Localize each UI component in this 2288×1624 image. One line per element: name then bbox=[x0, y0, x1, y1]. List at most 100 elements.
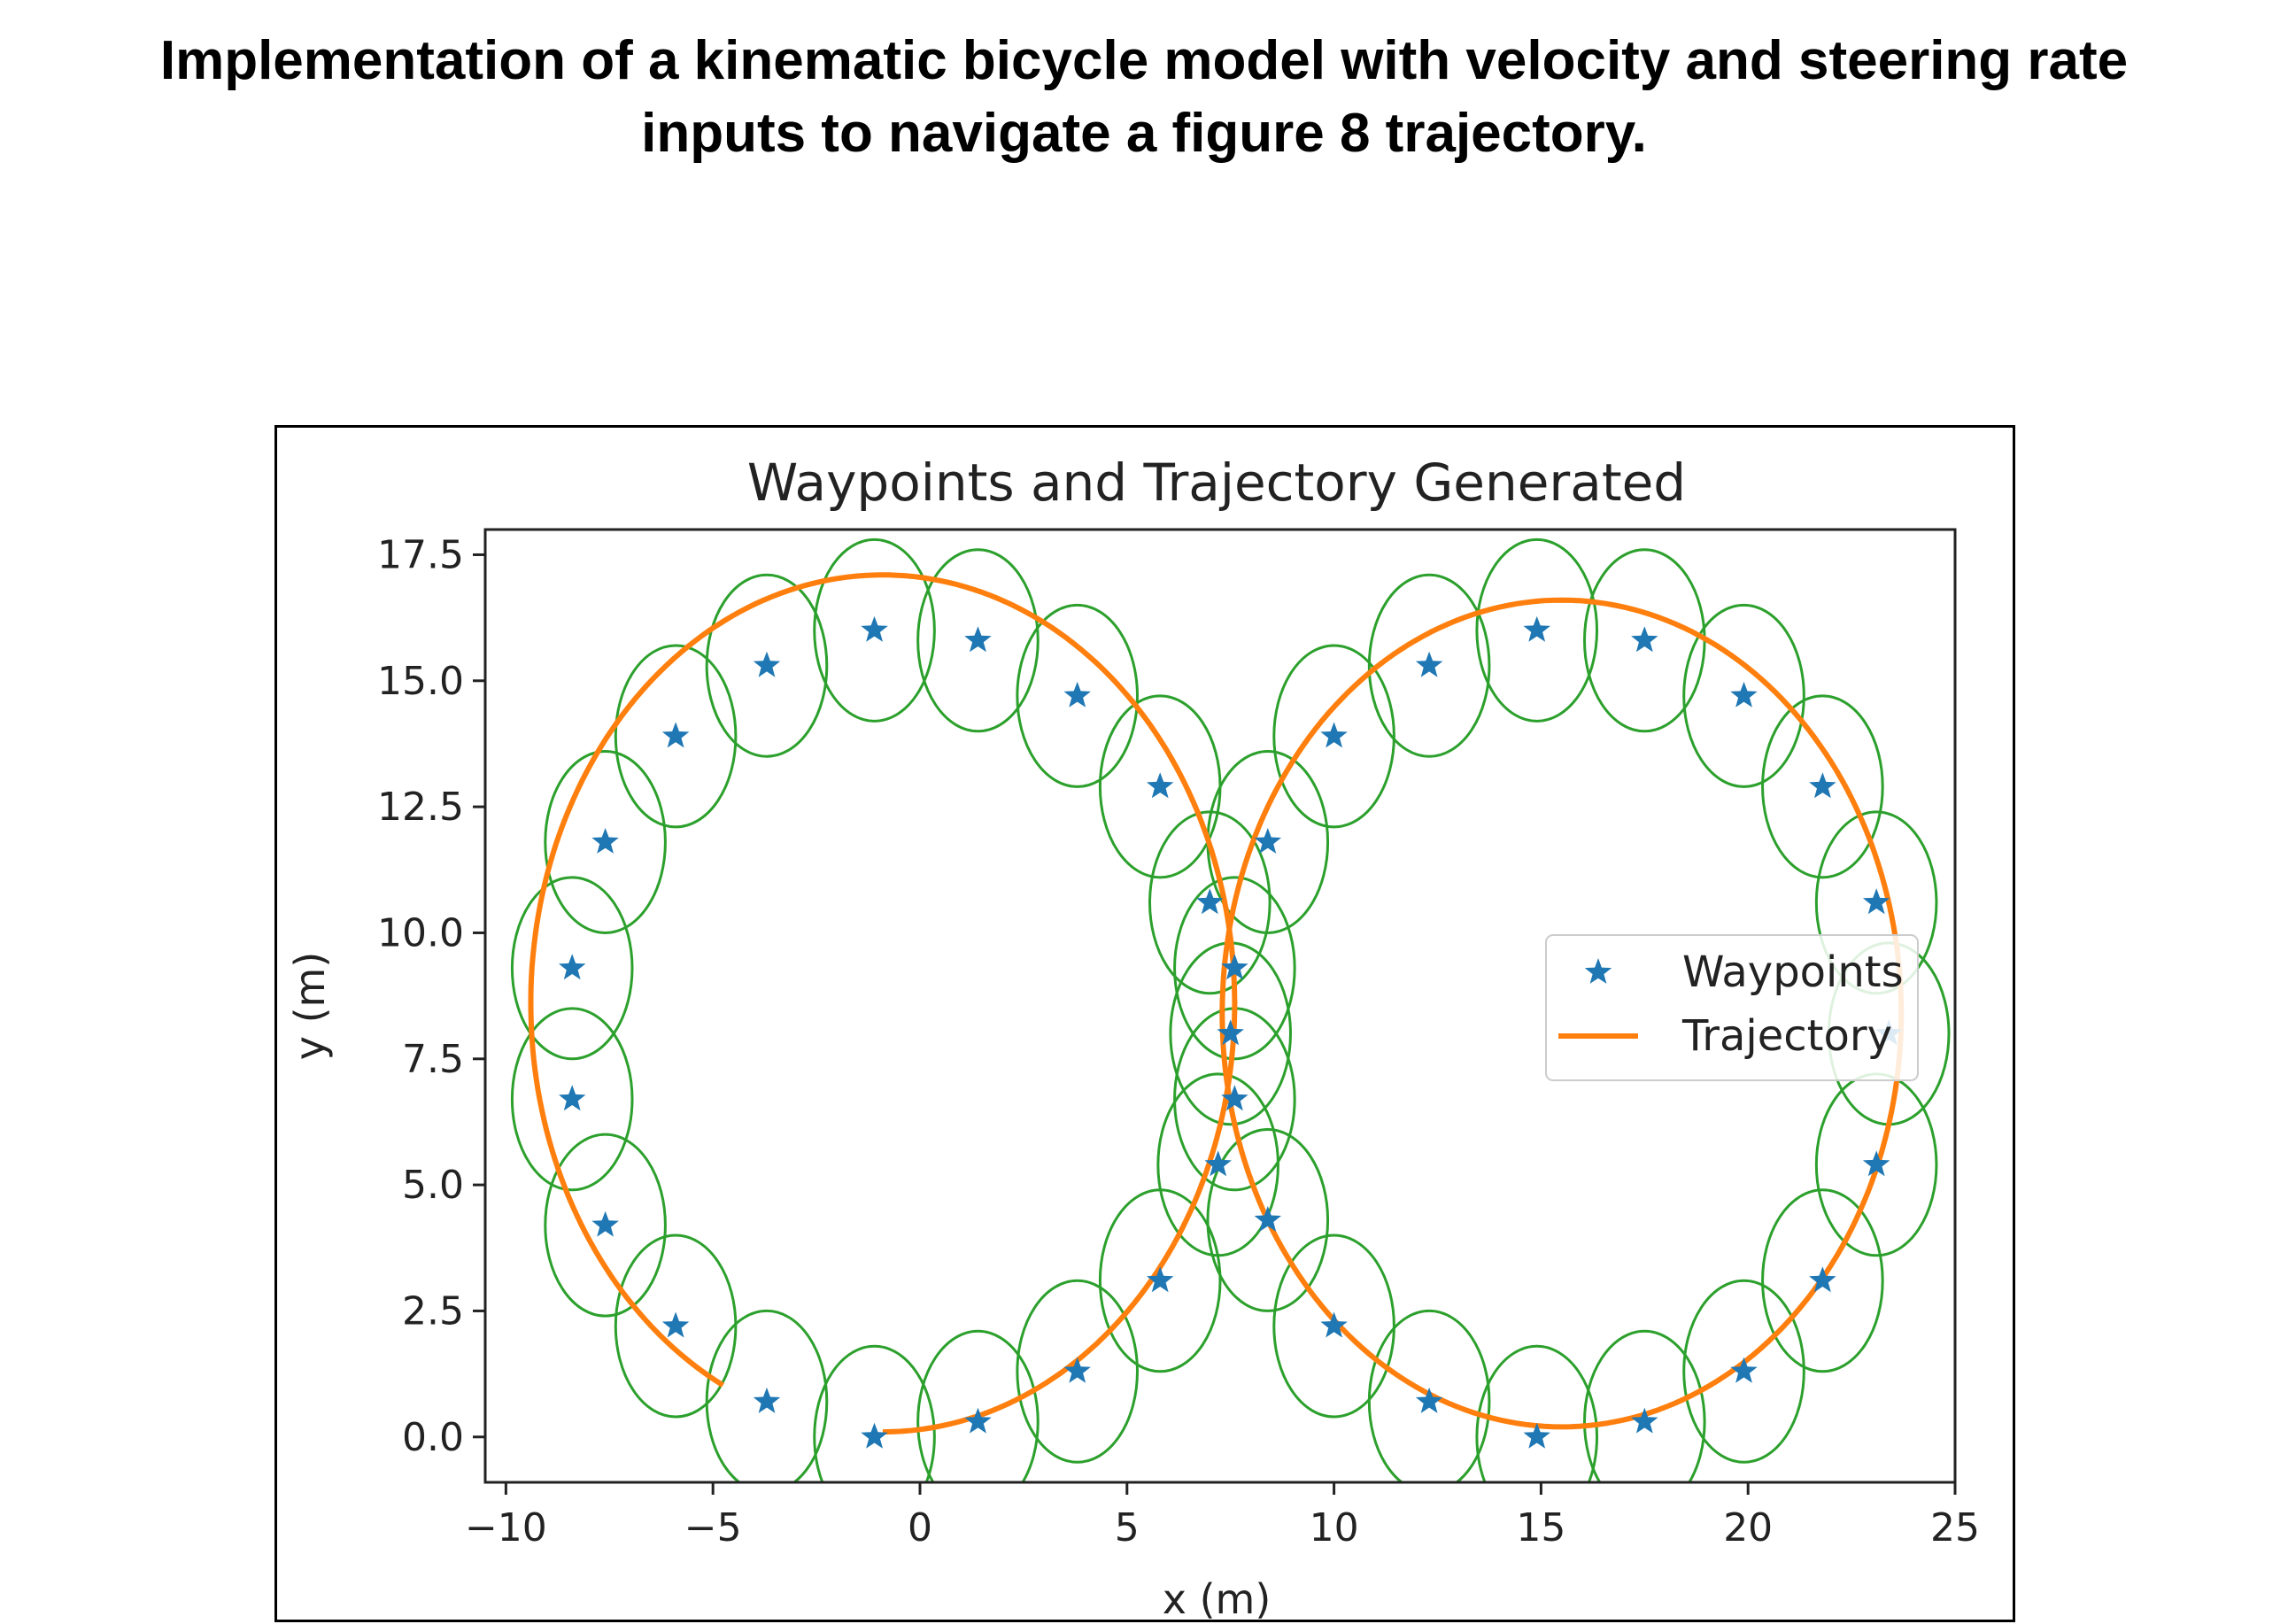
tolerance-circle bbox=[705, 1309, 829, 1482]
waypoint-star bbox=[753, 651, 781, 677]
waypoint-star bbox=[1221, 954, 1248, 980]
waypoint-star bbox=[1254, 1206, 1281, 1232]
tolerance-circle bbox=[1761, 1188, 1884, 1373]
tolerance-circle bbox=[544, 1133, 667, 1318]
waypoint-star bbox=[1063, 1357, 1091, 1383]
legend-label-waypoints: Waypoints bbox=[1682, 947, 1904, 997]
tolerance-circle bbox=[916, 1329, 1040, 1482]
tolerance-circle bbox=[1367, 573, 1491, 758]
x-tick-label: 15 bbox=[1516, 1505, 1565, 1551]
waypoint-star bbox=[1730, 1357, 1758, 1383]
y-tick-label: 17.5 bbox=[377, 532, 464, 577]
tolerance-circle bbox=[1475, 537, 1599, 723]
tolerance-circle bbox=[1272, 644, 1395, 829]
waypoint-star bbox=[559, 954, 586, 980]
waypoint-star bbox=[1320, 1311, 1348, 1338]
waypoint-star bbox=[1196, 888, 1224, 915]
tolerance-circle bbox=[1016, 1279, 1139, 1464]
waypoint-star bbox=[1063, 681, 1091, 708]
tolerance-circle bbox=[1367, 1309, 1491, 1482]
y-axis-label: y (m) bbox=[286, 952, 334, 1061]
tolerance-circle bbox=[916, 548, 1040, 733]
x-tick-label: 10 bbox=[1310, 1505, 1359, 1551]
tolerance-circle bbox=[1761, 694, 1884, 879]
tolerance-circle bbox=[544, 749, 667, 934]
y-tick-label: 12.5 bbox=[377, 785, 464, 830]
legend-label-trajectory: Trajectory bbox=[1681, 1011, 1892, 1061]
waypoint-star bbox=[1809, 772, 1836, 799]
tolerance-circles bbox=[510, 537, 1951, 1482]
waypoint-star bbox=[1204, 1150, 1232, 1177]
tolerance-circle bbox=[813, 1344, 936, 1482]
waypoint-star bbox=[591, 1210, 619, 1237]
tolerance-circle bbox=[1682, 603, 1805, 788]
waypoint-star bbox=[1523, 1422, 1550, 1449]
waypoint-star bbox=[1862, 888, 1890, 915]
waypoint-star bbox=[1147, 772, 1174, 799]
waypoint-star bbox=[661, 1311, 690, 1338]
tolerance-circle bbox=[614, 644, 738, 829]
waypoint-star bbox=[1862, 1150, 1890, 1177]
waypoint-star bbox=[964, 1407, 992, 1434]
waypoint-star bbox=[1254, 828, 1281, 854]
x-tick-label: −5 bbox=[684, 1505, 742, 1551]
tolerance-circle bbox=[1156, 1072, 1279, 1257]
tolerance-circle bbox=[813, 537, 936, 723]
y-tick-label: 5.0 bbox=[402, 1163, 464, 1208]
x-tick-label: 5 bbox=[1115, 1505, 1140, 1551]
y-axis-ticks: 0.0 2.5 5.0 7.5 10.0 12.5 15.0 17.5 bbox=[377, 532, 485, 1460]
tolerance-circle bbox=[1583, 1329, 1706, 1482]
tolerance-circle bbox=[1272, 1233, 1395, 1419]
page-heading: Implementation of a kinematic bicycle mo… bbox=[0, 25, 2288, 170]
chart-title: Waypoints and Trajectory Generated bbox=[747, 452, 1686, 513]
tolerance-circle bbox=[1475, 1344, 1599, 1482]
tolerance-circle bbox=[510, 876, 634, 1061]
legend: Waypoints Trajectory bbox=[1545, 934, 1919, 1081]
waypoint-star bbox=[661, 722, 690, 748]
tolerance-circle bbox=[705, 573, 829, 758]
tolerance-circle bbox=[510, 1007, 634, 1192]
x-tick-label: 20 bbox=[1723, 1505, 1773, 1551]
waypoint-star bbox=[964, 626, 992, 653]
trajectory-segment bbox=[1219, 597, 1905, 1430]
x-tick-label: 25 bbox=[1930, 1505, 1980, 1551]
tolerance-circle bbox=[1016, 603, 1139, 788]
x-axis-ticks: −10 −5 0 5 10 15 20 25 bbox=[465, 1482, 1980, 1551]
waypoint-star bbox=[1221, 1085, 1248, 1111]
waypoint-markers bbox=[559, 615, 1903, 1449]
plot-area-frame bbox=[483, 528, 1957, 1484]
waypoint-star bbox=[1631, 626, 1658, 653]
waypoint-star bbox=[1631, 1407, 1658, 1434]
waypoint-star bbox=[559, 1085, 586, 1111]
tolerance-circle bbox=[1206, 1127, 1330, 1312]
y-tick-label: 0.0 bbox=[402, 1415, 464, 1460]
trajectory-line bbox=[528, 572, 1905, 1435]
waypoint-star bbox=[861, 615, 888, 642]
legend-star-icon bbox=[1584, 958, 1612, 984]
waypoint-star bbox=[1730, 681, 1758, 708]
y-tick-label: 2.5 bbox=[402, 1288, 464, 1334]
y-tick-label: 7.5 bbox=[402, 1037, 464, 1082]
tolerance-circle bbox=[614, 1233, 738, 1419]
waypoint-star bbox=[1320, 722, 1348, 748]
trajectory-segment bbox=[528, 572, 1238, 1435]
legend-box bbox=[1545, 934, 1919, 1081]
x-axis-label: x (m) bbox=[1163, 1575, 1272, 1623]
waypoint-star bbox=[753, 1387, 781, 1413]
heading-line-1: Implementation of a kinematic bicycle mo… bbox=[159, 30, 2129, 91]
waypoint-star bbox=[1147, 1266, 1174, 1293]
waypoint-star bbox=[1217, 1019, 1244, 1046]
y-tick-label: 10.0 bbox=[377, 910, 464, 955]
waypoint-star bbox=[1415, 651, 1443, 677]
waypoint-star bbox=[591, 828, 619, 854]
waypoint-star bbox=[1809, 1266, 1836, 1293]
waypoint-star bbox=[1523, 615, 1550, 642]
heading-line-2: inputs to navigate a figure 8 trajectory… bbox=[641, 103, 1647, 164]
legend-star-marker bbox=[1584, 958, 1612, 984]
waypoint-star bbox=[1415, 1387, 1443, 1413]
waypoint-star bbox=[861, 1422, 888, 1449]
tolerance-circle bbox=[1682, 1279, 1805, 1464]
y-tick-label: 15.0 bbox=[377, 659, 464, 704]
x-tick-label: 0 bbox=[908, 1505, 932, 1551]
